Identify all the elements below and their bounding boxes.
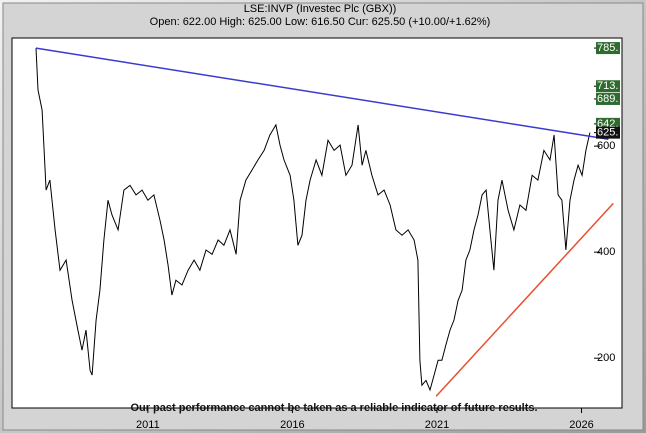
trend-line — [35, 47, 609, 140]
trend-line — [435, 202, 614, 397]
x-tick-label: 2026 — [569, 419, 593, 431]
level-box — [596, 92, 620, 105]
plot-area — [11, 37, 623, 409]
chart-title: LSE:INVP (Investec Plc (GBX)) — [244, 3, 397, 15]
level-box — [596, 80, 620, 93]
chart-subtitle: Open: 622.00 High: 625.00 Low: 616.50 Cu… — [150, 16, 491, 28]
price-line — [35, 48, 591, 392]
x-tick-label: 2011 — [136, 419, 160, 431]
level-label: 785. — [597, 42, 618, 54]
y-tick-label: 600 — [597, 140, 615, 152]
level-label: 625. — [597, 127, 618, 139]
level-box — [596, 126, 620, 139]
level-box — [596, 42, 620, 55]
y-tick-label: 400 — [597, 246, 615, 258]
x-tick-label: 2021 — [425, 419, 449, 431]
level-label: 713. — [597, 80, 618, 92]
x-tick-label: 2016 — [280, 419, 304, 431]
level-label: 689. — [597, 93, 618, 105]
disclaimer: Our past performance cannot be taken as … — [130, 402, 537, 414]
y-tick-label: 200 — [597, 352, 615, 364]
